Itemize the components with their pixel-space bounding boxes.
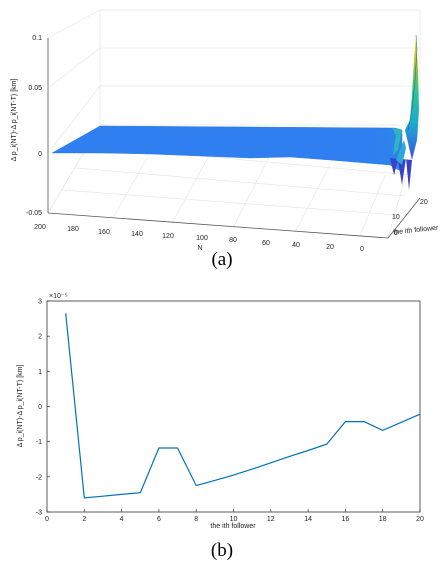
panel-b-data-points [65, 313, 421, 498]
x-tick-label: 2 [82, 516, 86, 523]
panel-b-y-ticks: 3 2 1 0 -1 -2 -3 [36, 299, 50, 517]
z-tick: -0.05 [26, 210, 42, 217]
z-tick: 0 [38, 151, 42, 158]
panel-a-y-axis [387, 197, 421, 239]
x-tick: 180 [67, 226, 79, 233]
panel-a-y-label: the ith follower [393, 225, 439, 237]
x-tick: 60 [262, 240, 270, 247]
panel-a-surface [51, 34, 419, 190]
z-tick: 0.1 [32, 35, 42, 42]
x-tick-label: 4 [120, 516, 124, 523]
panel-a-y-ticks: 0 10 20 [392, 199, 428, 237]
panel-a-caption: (a) [211, 249, 232, 270]
panel-b-caption: (b) [211, 540, 233, 561]
z-tick: 0.05 [28, 85, 42, 92]
panel-b-x-label: the ith follower [210, 523, 256, 530]
panel-b-x-ticks: 0 2 4 6 8 10 12 14 16 18 20 [45, 509, 424, 523]
panel-b-y-label: Δ p_i(NT)-Δ p_i(NT-T) [km] [17, 365, 24, 448]
x-tick-label: 16 [342, 516, 350, 523]
series-line [65, 313, 421, 499]
panel-b-plot-area [46, 300, 421, 513]
x-tick: 200 [34, 224, 46, 231]
y-tick-label: 1 [38, 369, 42, 376]
x-tick-label: 8 [194, 516, 198, 523]
x-tick-label: 20 [416, 516, 424, 523]
x-tick-label: 18 [379, 516, 387, 523]
y-tick: 0 [394, 230, 398, 237]
y-tick-label: 3 [38, 299, 42, 306]
y-tick-label: 0 [38, 404, 42, 411]
panel-b-y-exponent: ×10⁻⁵ [49, 293, 68, 300]
panel-a-grid [47, 9, 421, 239]
x-tick-label: 0 [45, 516, 49, 523]
x-tick: 140 [131, 231, 143, 238]
x-tick: 20 [326, 244, 334, 251]
y-tick-label: -3 [36, 510, 42, 517]
panel-a-x-ticks: 200 180 160 140 120 100 80 60 40 20 0 [34, 224, 364, 253]
x-tick: 0 [360, 246, 364, 253]
x-tick: 120 [162, 233, 174, 240]
x-tick: 80 [229, 237, 237, 244]
y-tick-label: -2 [36, 474, 42, 481]
y-tick: 10 [392, 214, 400, 221]
x-tick: 160 [98, 229, 110, 236]
x-tick-label: 10 [230, 516, 238, 523]
panel-a-x-axis [47, 212, 389, 239]
y-tick-label: 2 [38, 334, 42, 341]
y-tick: 20 [420, 199, 428, 206]
panel-a-x-label: N [197, 245, 202, 252]
y-tick-label: -1 [36, 439, 42, 446]
x-tick-label: 12 [267, 516, 275, 523]
panel-a-z-ticks: 0.1 0.05 0 -0.05 [26, 35, 42, 217]
x-tick: 100 [196, 235, 208, 242]
x-tick-label: 14 [304, 516, 312, 523]
panel-a-z-label: Δ p_i(NT)-Δ p_i(NT-T) [km] [11, 79, 18, 162]
panel-a: 0.1 0.05 0 -0.05 200 180 160 140 120 100… [11, 9, 439, 270]
x-tick-label: 6 [157, 516, 161, 523]
x-tick: 40 [292, 242, 300, 249]
